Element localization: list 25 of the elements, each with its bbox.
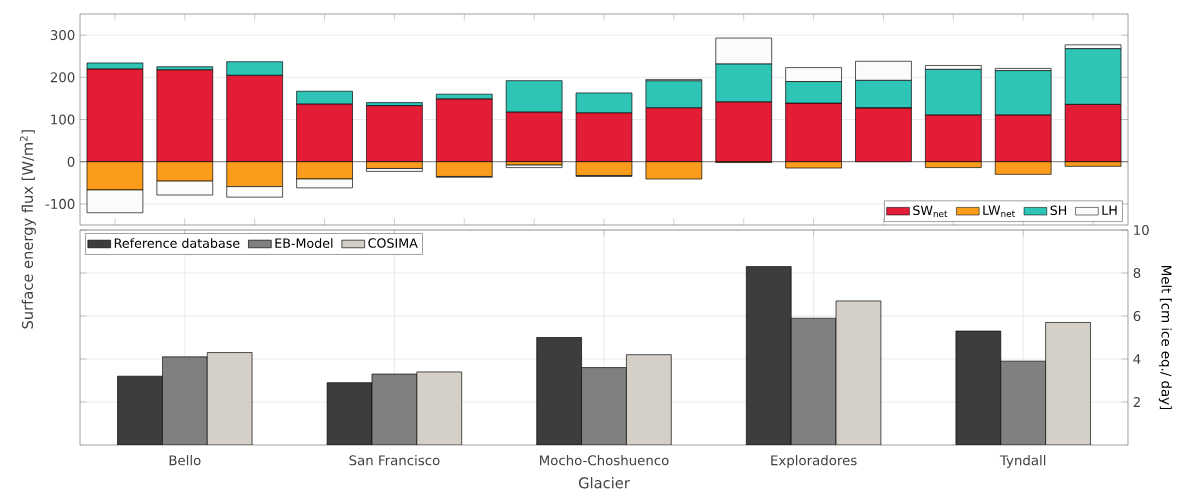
y-tick-label: 100 <box>51 114 75 125</box>
x-tick-label: Mocho-Choshuenco <box>540 455 669 466</box>
legend-label: COSIMA <box>368 238 418 248</box>
legend-label: LW$_{net}$ <box>983 205 1015 218</box>
y2-tick-label: 6 <box>1133 310 1141 322</box>
y-axis-title: Surface energy flux [W/m$^{2}$] <box>19 130 36 329</box>
x-tick-label: Exploradores <box>771 455 857 468</box>
legend-label: LH <box>1102 205 1117 215</box>
legend-label: EB-Model <box>275 238 333 248</box>
legend-label: SH <box>1050 205 1067 216</box>
y-tick-label: 300 <box>50 30 75 41</box>
x-tick-label: Tyndall <box>999 455 1046 468</box>
y2-tick-label: 2 <box>1133 397 1140 407</box>
x-tick-label: Bello <box>169 455 201 466</box>
y-tick-label: -100 <box>45 198 75 209</box>
y-tick-label: 200 <box>50 72 75 83</box>
y2-axis-title: Melt [cm ice eq./ day] <box>1158 266 1172 410</box>
legend-label: SW$_{net}$ <box>913 205 948 218</box>
y2-tick-label: 4 <box>1133 354 1141 364</box>
x-axis-title: Glacier <box>579 477 630 489</box>
x-tick-label: San Francisco <box>349 455 440 466</box>
y2-tick-label: 10 <box>1134 224 1149 236</box>
y2-tick-label: 8 <box>1133 267 1141 279</box>
y-tick-label: 0 <box>67 156 75 167</box>
legend-label: Reference database <box>114 238 240 248</box>
